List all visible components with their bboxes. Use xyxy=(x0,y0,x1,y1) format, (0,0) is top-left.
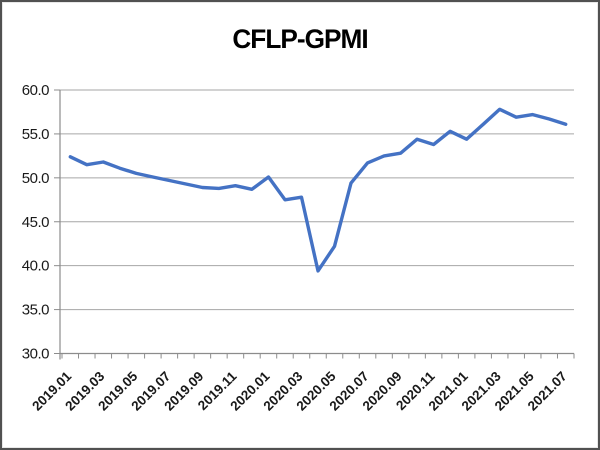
series-line-cflp-gpmi xyxy=(68,107,568,273)
y-axis-label: 35.0 xyxy=(22,302,49,319)
chart-title: CFLP-GPMI xyxy=(232,24,368,54)
y-axis-label: 30.0 xyxy=(22,346,49,363)
y-axis-label: 60.0 xyxy=(22,82,49,99)
y-axis-label: 40.0 xyxy=(22,258,49,275)
y-axis-label: 50.0 xyxy=(22,170,49,187)
y-axis-label: 45.0 xyxy=(22,214,49,231)
y-axis-label: 55.0 xyxy=(22,126,49,143)
